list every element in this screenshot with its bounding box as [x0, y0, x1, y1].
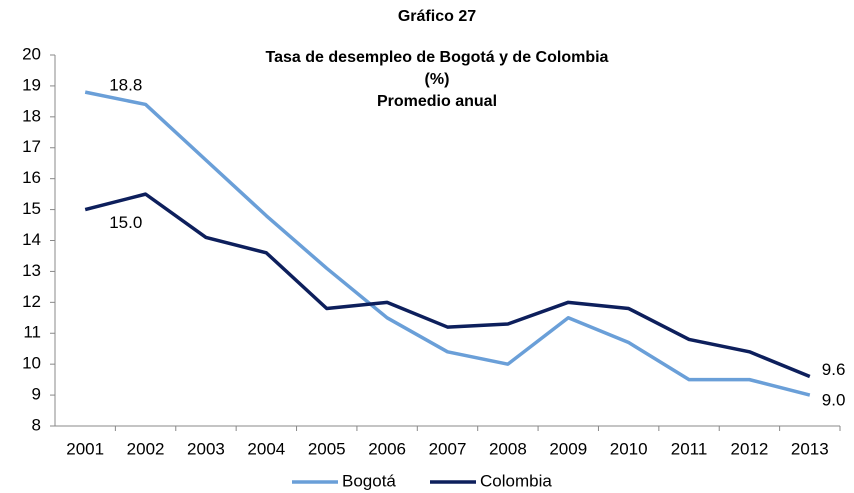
x-tick-label: 2001 — [66, 439, 104, 458]
y-tick-label: 14 — [22, 230, 41, 249]
x-tick-label: 2013 — [791, 439, 829, 458]
y-tick-label: 11 — [23, 323, 41, 342]
y-tick-label: 10 — [22, 354, 41, 373]
x-tick-label: 2011 — [671, 439, 708, 458]
y-tick-label: 19 — [22, 75, 41, 94]
x-tick-label: 2003 — [187, 439, 225, 458]
x-tick-label: 2007 — [429, 439, 467, 458]
y-tick-label: 18 — [22, 106, 41, 125]
data-label: 15.0 — [109, 213, 142, 232]
x-tick-label: 2006 — [368, 439, 406, 458]
y-tick-label: 8 — [32, 415, 41, 434]
chart-subtitle: (%) — [425, 71, 450, 88]
y-tick-label: 20 — [22, 44, 41, 63]
x-tick-label: 2005 — [308, 439, 346, 458]
series-line — [84, 90, 811, 397]
y-tick-label: 12 — [22, 292, 41, 311]
y-tick-label: 13 — [22, 261, 41, 280]
legend-label: Colombia — [480, 471, 552, 490]
x-tick-label: 2010 — [610, 439, 648, 458]
data-label: 18.8 — [109, 76, 142, 95]
x-tick-label: 2002 — [127, 439, 165, 458]
y-tick-label: 17 — [22, 137, 41, 156]
data-label: 9.6 — [822, 360, 846, 379]
legend-label: Bogotá — [342, 471, 396, 490]
data-label: 9.0 — [822, 391, 846, 410]
x-tick-label: 2004 — [247, 439, 285, 458]
chart-subtitle: Promedio anual — [377, 93, 497, 110]
series-line — [84, 192, 811, 379]
y-tick-label: 16 — [22, 168, 41, 187]
y-tick-label: 9 — [32, 385, 41, 404]
chart-subtitle: Tasa de desempleo de Bogotá y de Colombi… — [266, 49, 609, 66]
y-tick-label: 15 — [22, 199, 41, 218]
x-tick-label: 2009 — [549, 439, 587, 458]
x-tick-label: 2012 — [731, 439, 769, 458]
x-tick-label: 2008 — [489, 439, 527, 458]
chart-title: Gráfico 27 — [398, 8, 476, 25]
